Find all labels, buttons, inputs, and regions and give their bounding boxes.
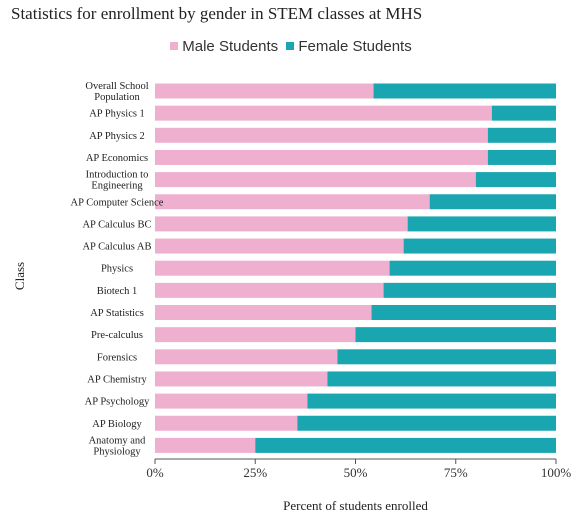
bar-male-students-ap-physics-2 (155, 127, 488, 143)
category-label-ap-economics: AP Economics (86, 153, 148, 164)
category-label-forensics: Forensics (97, 352, 137, 363)
bar-male-students-ap-psychology (155, 393, 308, 409)
x-tick-label: 75% (444, 465, 468, 480)
category-label-biotech-1: Biotech 1 (97, 286, 138, 297)
bar-female-students-pre-calculus (355, 327, 556, 343)
category-label-ap-physics-2: AP Physics 2 (89, 131, 145, 142)
bar-female-students-introduction-to-engineering (475, 172, 556, 188)
bar-female-students-ap-physics-1 (491, 105, 556, 121)
category-label-physics: Physics (101, 264, 133, 275)
bar-male-students-ap-statistics (155, 305, 372, 320)
bar-male-students-forensics (155, 349, 338, 365)
x-tick-label: 100% (541, 465, 572, 480)
category-label-overall-school-population: Overall School Population (85, 81, 148, 103)
bar-male-students-ap-economics (155, 149, 488, 165)
bar-male-students-ap-biology (155, 415, 298, 431)
bar-male-students-ap-computer-science (155, 194, 430, 210)
x-axis-title: Percent of students enrolled (283, 498, 428, 513)
category-labels: Overall School Population AP Physics 1 AP P… (71, 81, 164, 457)
bar-female-students-ap-statistics (371, 305, 556, 320)
legend-label-male: Male Students (182, 38, 279, 55)
x-axis-ticks: 0% 25% 50% 75% 100% (146, 459, 571, 480)
bar-female-students-ap-economics (487, 149, 556, 165)
bar-group (155, 83, 556, 453)
bar-male-students-introduction-to-engineering (155, 172, 476, 188)
category-label-ap-computer-science: AP Computer Science (71, 197, 164, 208)
legend-swatch-male (170, 42, 179, 50)
x-tick-label: 0% (146, 465, 164, 480)
bar-male-students-ap-physics-1 (155, 105, 492, 121)
bar-male-students-ap-chemistry (155, 371, 328, 387)
bar-female-students-ap-physics-2 (487, 127, 556, 143)
bar-female-students-ap-biology (297, 415, 556, 431)
bar-male-students-pre-calculus (155, 327, 356, 343)
chart-title: Statistics for enrollment by gender in S… (11, 4, 423, 23)
legend-entry-female: Female Students (286, 38, 412, 55)
bar-male-students-ap-calculus-ab (155, 238, 404, 254)
bar-female-students-ap-calculus-bc (407, 216, 556, 232)
bar-female-students-biotech-1 (383, 282, 556, 298)
bar-female-students-ap-calculus-ab (403, 238, 556, 254)
bar-male-students-physics (155, 260, 390, 276)
bar-male-students-biotech-1 (155, 282, 384, 298)
bar-male-students-ap-calculus-bc (155, 216, 408, 232)
category-label-ap-physics-1: AP Physics 1 (89, 109, 145, 120)
bar-female-students-ap-chemistry (327, 371, 556, 387)
bar-female-students-ap-psychology (307, 393, 556, 409)
category-label-ap-biology: AP Biology (92, 419, 142, 430)
category-label-ap-statistics: AP Statistics (90, 308, 144, 319)
legend-label-female: Female Students (298, 38, 412, 55)
legend-swatch-female (286, 42, 295, 50)
y-axis-title: Class (12, 262, 27, 290)
legend: Male Students Female Students (0, 38, 582, 55)
category-label-ap-psychology: AP Psychology (85, 397, 150, 408)
bar-male-students-overall-school-population (155, 83, 374, 99)
category-label-anatomy-and-physiology: Anatomy and Physiology (89, 435, 147, 457)
x-tick-label: 25% (243, 465, 267, 480)
x-tick-label: 50% (344, 465, 368, 480)
bar-female-students-physics (389, 260, 556, 276)
category-label-pre-calculus: Pre-calculus (91, 330, 143, 341)
bar-female-students-anatomy-and-physiology (255, 437, 556, 453)
category-label-ap-chemistry: AP Chemistry (87, 374, 147, 385)
bar-female-students-overall-school-population (373, 83, 556, 99)
category-label-ap-calculus-bc: AP Calculus BC (82, 219, 151, 230)
category-label-introduction-to-engineering: Introduction to Engineering (86, 170, 149, 192)
category-label-ap-calculus-ab: AP Calculus AB (82, 242, 151, 253)
bar-male-students-anatomy-and-physiology (155, 437, 256, 453)
bar-female-students-ap-computer-science (429, 194, 556, 210)
bar-female-students-forensics (337, 349, 556, 365)
legend-entry-male: Male Students (170, 38, 278, 55)
